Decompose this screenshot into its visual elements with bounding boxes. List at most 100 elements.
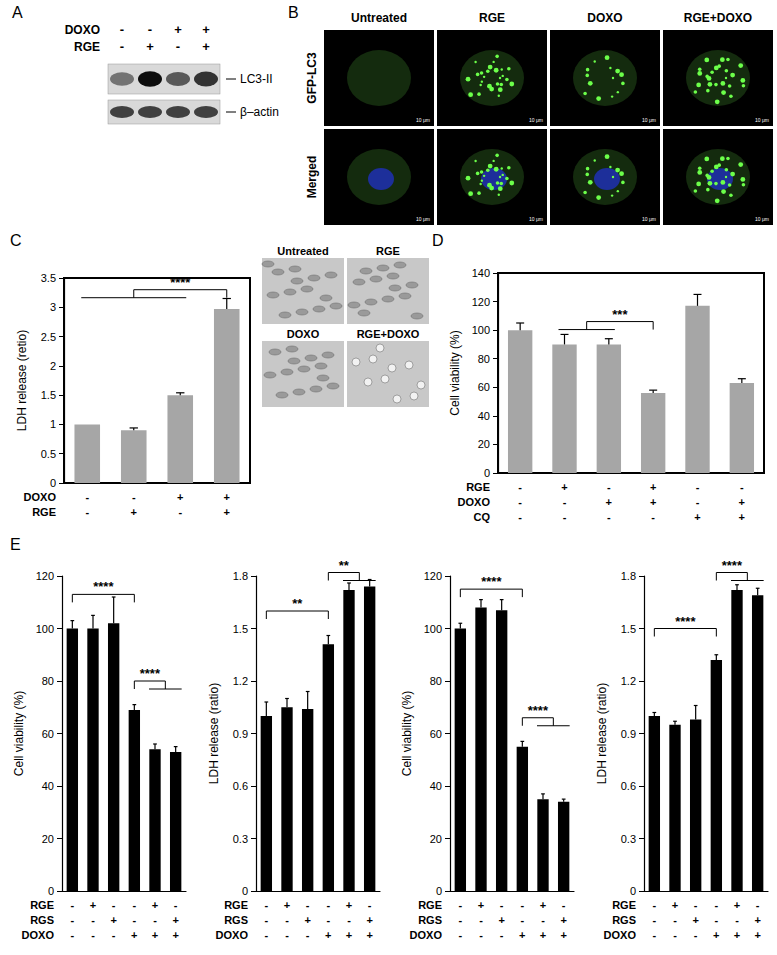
svg-text:1.2: 1.2 — [233, 675, 248, 687]
svg-text:+: + — [650, 481, 656, 493]
svg-text:****: **** — [481, 574, 502, 589]
svg-text:-: - — [520, 899, 524, 911]
svg-text:-: - — [264, 914, 268, 926]
svg-text:Merged: Merged — [305, 156, 319, 199]
svg-text:-: - — [326, 899, 330, 911]
svg-text:RGS: RGS — [418, 914, 442, 926]
svg-text:-: - — [458, 899, 462, 911]
svg-text:DOXO: DOXO — [24, 491, 57, 503]
svg-text:10 μm: 10 μm — [529, 117, 543, 123]
svg-text:-: - — [132, 491, 136, 503]
svg-text:Cell viability (%): Cell viability (%) — [12, 691, 26, 776]
svg-text:80: 80 — [42, 675, 54, 687]
svg-text:-: - — [178, 506, 182, 518]
svg-text:-: - — [306, 899, 310, 911]
svg-text:-: - — [714, 899, 718, 911]
svg-text:+: + — [478, 899, 484, 911]
svg-text:-: - — [132, 899, 136, 911]
svg-text:0.9: 0.9 — [621, 728, 636, 740]
svg-text:+: + — [131, 506, 137, 518]
svg-text:+: + — [152, 899, 158, 911]
svg-text:RGE+DOXO: RGE+DOXO — [684, 11, 752, 25]
svg-text:100: 100 — [472, 324, 490, 336]
svg-text:-: - — [132, 914, 136, 926]
svg-text:20: 20 — [42, 833, 54, 845]
svg-text:-: - — [607, 481, 611, 493]
svg-text:-: - — [518, 511, 522, 523]
svg-text:0.6: 0.6 — [621, 780, 636, 792]
svg-text:Untreated: Untreated — [277, 245, 328, 257]
svg-text:-: - — [326, 914, 330, 926]
svg-text:RGE: RGE — [74, 40, 100, 54]
svg-text:100: 100 — [424, 623, 442, 635]
svg-text:Cell viability (%): Cell viability (%) — [448, 330, 462, 415]
svg-text:-: - — [652, 899, 656, 911]
svg-text:2: 2 — [50, 360, 56, 372]
svg-text:-: - — [85, 491, 89, 503]
svg-text:+: + — [734, 899, 740, 911]
svg-text:-: - — [148, 22, 152, 37]
svg-text:-: - — [541, 914, 545, 926]
svg-text:****: **** — [722, 558, 743, 573]
svg-text:-: - — [562, 899, 566, 911]
svg-text:-: - — [520, 914, 524, 926]
svg-text:+: + — [672, 899, 678, 911]
svg-text:3.5: 3.5 — [41, 272, 56, 284]
svg-text:****: **** — [140, 666, 161, 681]
svg-text:+: + — [739, 511, 745, 523]
svg-text:80: 80 — [478, 353, 490, 365]
svg-text:0: 0 — [436, 885, 442, 897]
svg-text:RGE+DOXO: RGE+DOXO — [357, 328, 420, 340]
svg-text:+: + — [754, 929, 760, 941]
svg-text:-: - — [673, 929, 677, 941]
svg-text:+: + — [202, 22, 210, 37]
svg-text:+: + — [110, 914, 116, 926]
svg-text:120: 120 — [424, 570, 442, 582]
svg-text:+: + — [172, 914, 178, 926]
svg-text:-: - — [735, 914, 739, 926]
svg-text:DOXO: DOXO — [287, 328, 320, 340]
svg-text:DOXO: DOXO — [22, 929, 55, 941]
svg-text:+: + — [561, 481, 567, 493]
svg-text:-: - — [120, 39, 124, 54]
svg-text:-: - — [70, 914, 74, 926]
svg-text:+: + — [366, 914, 372, 926]
svg-text:-: - — [264, 899, 268, 911]
svg-text:+: + — [560, 914, 566, 926]
svg-text:0: 0 — [630, 885, 636, 897]
svg-text:-: - — [563, 496, 567, 508]
svg-text:10 μm: 10 μm — [755, 216, 769, 222]
svg-text:****: **** — [675, 614, 696, 629]
svg-text:RGE: RGE — [418, 899, 442, 911]
svg-text:-: - — [696, 496, 700, 508]
svg-text:+: + — [174, 22, 182, 37]
svg-text:RGE: RGE — [612, 899, 636, 911]
svg-text:+: + — [560, 929, 566, 941]
svg-text:****: **** — [528, 703, 549, 718]
svg-text:+: + — [152, 929, 158, 941]
svg-text:1.5: 1.5 — [233, 623, 248, 635]
svg-text:+: + — [540, 929, 546, 941]
svg-text:-: - — [70, 899, 74, 911]
svg-text:0: 0 — [50, 477, 56, 489]
svg-text:-: - — [500, 929, 504, 941]
svg-text:DOXO: DOXO — [410, 929, 443, 941]
svg-text:****: **** — [93, 579, 114, 594]
svg-text:+: + — [346, 929, 352, 941]
svg-text:10 μm: 10 μm — [529, 216, 543, 222]
svg-text:**: ** — [339, 558, 350, 573]
svg-text:+: + — [177, 491, 183, 503]
svg-text:-: - — [756, 899, 760, 911]
svg-text:***: *** — [612, 307, 628, 322]
svg-text:β–actin: β–actin — [240, 105, 279, 119]
svg-text:-: - — [112, 899, 116, 911]
svg-text:-: - — [479, 914, 483, 926]
svg-text:-: - — [694, 929, 698, 941]
svg-text:-: - — [563, 511, 567, 523]
svg-text:-: - — [694, 899, 698, 911]
svg-text:10 μm: 10 μm — [642, 216, 656, 222]
svg-text:3: 3 — [50, 301, 56, 313]
svg-text:10 μm: 10 μm — [416, 216, 430, 222]
svg-text:-: - — [458, 929, 462, 941]
svg-text:-: - — [176, 39, 180, 54]
